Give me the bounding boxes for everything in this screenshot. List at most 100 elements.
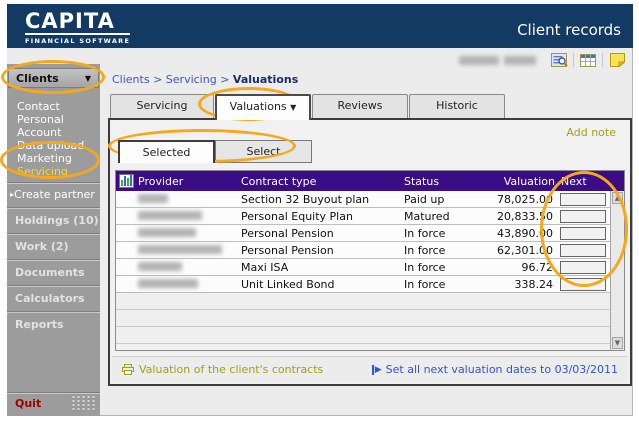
next-valuation-input[interactable]: [560, 227, 606, 240]
sidebar-item-servicing[interactable]: Servicing: [17, 165, 68, 178]
sidebar-item-marketing[interactable]: Marketing: [17, 152, 72, 165]
contract-type-cell: Personal Pension: [241, 226, 334, 240]
panel-footer: Valuation of the client's contracts ▶ Se…: [112, 356, 628, 382]
quit-button[interactable]: Quit: [15, 397, 42, 410]
capita-logo: CAPITA FINANCIAL SOFTWARE: [25, 10, 131, 45]
logo-title: CAPITA: [25, 10, 131, 35]
set-next-valuation-dates-link[interactable]: ▶ Set all next valuation dates to 03/03/…: [371, 363, 618, 376]
next-valuation-input[interactable]: [560, 278, 606, 291]
sidebar-item-create-partner[interactable]: ▸Create partner: [10, 188, 95, 201]
status-cell: In force: [404, 277, 446, 291]
empty-row: [116, 327, 624, 344]
scroll-down-icon[interactable]: ▼: [612, 337, 623, 349]
grid-icon[interactable]: [579, 52, 597, 68]
tab-servicing[interactable]: Servicing: [110, 94, 214, 118]
table-row: Personal Pension In force 43,890.00: [116, 225, 624, 242]
next-valuation-input[interactable]: [560, 210, 606, 223]
next-valuation-input[interactable]: [560, 261, 606, 274]
status-cell: In force: [404, 226, 446, 240]
table-row: Unit Linked Bond In force 338.24: [116, 276, 624, 293]
valuation-cell: 20,833.50: [497, 209, 553, 223]
empty-row: [116, 293, 624, 310]
chevron-down-icon: ▼: [290, 103, 297, 112]
add-note-link[interactable]: Add note: [566, 126, 616, 139]
valuations-table: Provider Contract type Status Valuation …: [115, 170, 625, 351]
sidebar-section-documents[interactable]: Documents: [7, 259, 100, 285]
sidebar: Clients ▼ Contact Personal Account Data …: [7, 64, 100, 416]
provider-redacted: [138, 261, 182, 271]
tab-valuations[interactable]: Valuations ▼: [215, 94, 311, 120]
contract-type-cell: Section 32 Buyout plan: [241, 192, 370, 206]
sidebar-section-holdings[interactable]: Holdings (10): [7, 207, 100, 233]
next-valuation-input[interactable]: [560, 244, 606, 257]
breadcrumb-separator: >: [153, 73, 163, 86]
provider-redacted: [138, 210, 202, 220]
sidebar-divider: [7, 182, 100, 184]
valuation-cell: 338.24: [514, 277, 554, 291]
client-name-redacted: [459, 55, 499, 65]
provider-redacted: [138, 244, 222, 254]
table-header: Provider Contract type Status Valuation …: [116, 171, 624, 191]
subtab-bar: Selected Select: [118, 140, 312, 163]
valuation-cell: 43,890.00: [497, 226, 553, 240]
printer-icon: [122, 364, 134, 375]
breadcrumb-separator: >: [220, 73, 230, 86]
next-valuation-input[interactable]: [560, 193, 606, 206]
bullet-arrow-icon: ▸: [10, 190, 15, 199]
sidebar-section-calculators[interactable]: Calculators: [7, 285, 100, 311]
table-row: Personal Equity Plan Matured 20,833.50: [116, 208, 624, 225]
toolbar-divider: [573, 53, 574, 67]
scroll-up-icon[interactable]: ▲: [612, 192, 623, 204]
drag-handle-icon[interactable]: [71, 395, 95, 412]
print-valuation-link[interactable]: Valuation of the client's contracts: [122, 363, 323, 376]
sidebar-item-data-upload[interactable]: Data upload: [17, 139, 85, 152]
sidebar-item-personal[interactable]: Personal: [17, 113, 64, 126]
page-title: Client records: [517, 21, 621, 39]
play-arrow-icon: ▶: [371, 364, 382, 375]
col-contract-type: Contract type: [241, 174, 317, 188]
logo-subtitle: FINANCIAL SOFTWARE: [25, 37, 131, 45]
tab-bar: Servicing Valuations ▼ Reviews Historic: [110, 94, 506, 120]
table-row: Personal Pension In force 62,301.00: [116, 242, 624, 259]
col-provider: Provider: [138, 174, 184, 188]
status-cell: In force: [404, 260, 446, 274]
col-valuation: Valuation: [503, 174, 555, 188]
col-next: Next: [561, 174, 587, 188]
valuation-cell: 78,025.00: [497, 192, 553, 206]
breadcrumb-clients[interactable]: Clients: [112, 73, 150, 86]
status-cell: In force: [404, 243, 446, 257]
provider-redacted: [138, 193, 168, 203]
valuation-cell: 96.72: [521, 260, 554, 274]
note-icon[interactable]: [608, 52, 626, 68]
sidebar-clients-dropdown[interactable]: Clients ▼: [8, 68, 99, 88]
breadcrumb-current: Valuations: [232, 73, 299, 86]
empty-row: [116, 310, 624, 327]
sidebar-section-reports[interactable]: Reports: [7, 311, 100, 337]
provider-redacted: [138, 227, 196, 237]
sidebar-quit-row: Quit: [7, 392, 100, 414]
status-cell: Matured: [404, 209, 450, 223]
table-scrollbar[interactable]: ▲ ▼: [610, 191, 624, 350]
subtab-select[interactable]: Select: [215, 140, 312, 163]
contract-type-cell: Personal Equity Plan: [241, 209, 353, 223]
table-row: Section 32 Buyout plan Paid up 78,025.00: [116, 191, 624, 208]
chart-icon: [119, 174, 134, 188]
subtab-selected[interactable]: Selected: [118, 140, 215, 163]
toolbar: [459, 51, 626, 69]
tab-historic[interactable]: Historic: [409, 94, 505, 118]
tab-reviews[interactable]: Reviews: [312, 94, 408, 118]
client-name-redacted: [504, 55, 536, 65]
valuation-cell: 62,301.00: [497, 243, 553, 257]
col-status: Status: [404, 174, 440, 188]
sidebar-item-account[interactable]: Account: [17, 126, 62, 139]
app-header: CAPITA FINANCIAL SOFTWARE Client records: [7, 4, 633, 48]
contract-type-cell: Unit Linked Bond: [241, 277, 335, 291]
breadcrumb-servicing[interactable]: Servicing: [165, 73, 217, 86]
client-search-icon[interactable]: [550, 52, 568, 68]
sidebar-section-work[interactable]: Work (2): [7, 233, 100, 259]
toolbar-divider: [602, 53, 603, 67]
provider-redacted: [138, 278, 198, 288]
contract-type-cell: Personal Pension: [241, 243, 334, 257]
sidebar-item-contact[interactable]: Contact: [17, 100, 60, 113]
